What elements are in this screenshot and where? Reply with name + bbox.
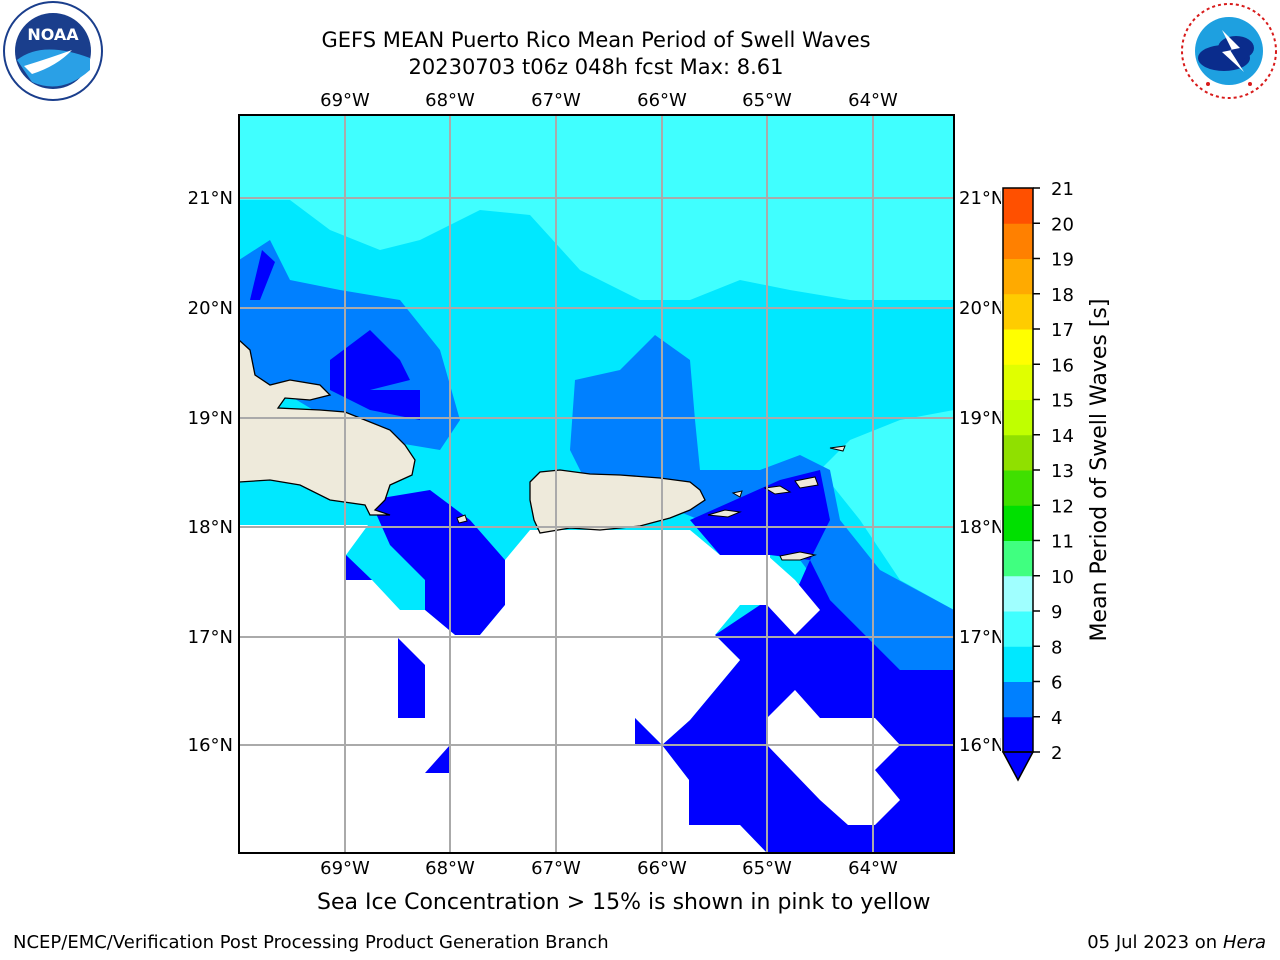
lat-label: 20°N	[959, 298, 1004, 319]
lon-label: 67°W	[531, 90, 581, 111]
colorbar-extend-triangle	[1001, 751, 1035, 782]
lon-label: 65°W	[742, 90, 792, 111]
colorbar-segment	[1003, 470, 1033, 506]
swell-band-under-2s-west	[250, 250, 275, 300]
lat-labels-left: 21°N 20°N 19°N 18°N 17°N 16°N	[188, 188, 233, 756]
colorbar-segment	[1003, 575, 1033, 612]
colorbar-tick-label: 17	[1051, 320, 1074, 341]
lat-label: 17°N	[188, 627, 233, 648]
colorbar-tick-label: 14	[1051, 426, 1074, 447]
lat-label: 16°N	[188, 735, 233, 756]
colorbar-tick-label: 2	[1051, 743, 1062, 764]
colorbar-tick-labels: 21 20 19 18 17 16 15 14 13 12 11 10 9 8 6 4 2	[1033, 179, 1074, 764]
colorbar-tick-label: 20	[1051, 214, 1074, 235]
map-panel	[239, 115, 954, 853]
lon-label: 64°W	[848, 90, 898, 111]
colorbar-segment	[1003, 223, 1033, 259]
noaa-logo: NOAA	[3, 1, 103, 101]
colorbar-segment	[1003, 681, 1033, 718]
lat-label: 19°N	[188, 408, 233, 429]
colorbar-segment	[1003, 716, 1033, 753]
map-frame	[238, 114, 955, 854]
map-title: GEFS MEAN Puerto Rico Mean Period of Swe…	[321, 28, 871, 52]
footer-host: Hera	[1222, 932, 1266, 953]
colorbar-tick-label: 12	[1051, 496, 1074, 517]
missing-data-region	[239, 525, 770, 853]
noaa-logo-text: NOAA	[27, 25, 79, 44]
colorbar-segment	[1003, 329, 1033, 365]
island-virgin-2	[794, 476, 819, 489]
swell-islet-blue-3	[425, 745, 450, 773]
swell-band-under-2s-north	[330, 330, 420, 420]
footer-date-text: 05 Jul 2023 on	[1087, 932, 1223, 953]
colorbar-segment	[1003, 540, 1033, 577]
island-st-croix	[779, 551, 817, 561]
colorbar-segment	[1003, 258, 1033, 295]
swell-islet-blue-1	[346, 555, 372, 580]
colorbar: 21 20 19 18 17 16 15 14 13 12 11 10 9 8 6 4 2 Mean Perio…	[1001, 179, 1112, 782]
nws-logo	[1181, 3, 1277, 99]
colorbar-tick-label: 10	[1051, 567, 1074, 588]
colorbar-tick-label: 21	[1051, 179, 1074, 200]
lon-label: 69°W	[320, 90, 370, 111]
colorbar-segment	[1003, 399, 1033, 436]
sea-ice-note: Sea Ice Concentration > 15% is shown in …	[317, 890, 931, 915]
island-culebra	[731, 490, 743, 498]
colorbar-segment	[1003, 293, 1033, 330]
island-vieques	[707, 509, 742, 518]
colorbar-tick-label: 13	[1051, 461, 1074, 482]
lat-label: 16°N	[959, 735, 1004, 756]
lon-label: 68°W	[425, 90, 475, 111]
missing-data-east-2	[767, 690, 900, 825]
swell-islet-blue-2	[398, 638, 425, 718]
colorbar-tick-label: 19	[1051, 250, 1074, 271]
colorbar-tick-label: 6	[1051, 673, 1062, 694]
lat-label: 21°N	[959, 188, 1004, 209]
colorbar-tick-label: 9	[1051, 602, 1062, 623]
colorbar-label: Mean Period of Swell Waves [s]	[1087, 299, 1112, 642]
lat-label: 18°N	[188, 517, 233, 538]
colorbar-tick-label: 18	[1051, 285, 1074, 306]
colorbar-tick-label: 8	[1051, 637, 1062, 658]
lat-labels-right: 21°N 20°N 19°N 18°N 17°N 16°N	[959, 188, 1004, 756]
lat-label: 18°N	[959, 517, 1004, 538]
island-mona	[456, 514, 468, 524]
lon-label: 68°W	[425, 858, 475, 879]
footer-branch: NCEP/EMC/Verification Post Processing Pr…	[13, 932, 609, 953]
lon-label: 64°W	[848, 858, 898, 879]
colorbar-segment	[1003, 646, 1033, 682]
island-virgin-1	[763, 485, 792, 495]
swell-islet-blue-4	[635, 718, 662, 745]
missing-data-east-1	[767, 555, 820, 635]
lon-labels-top: 69°W 68°W 67°W 66°W 65°W 64°W	[320, 90, 898, 111]
lon-label: 66°W	[637, 90, 687, 111]
lon-label: 67°W	[531, 858, 581, 879]
colorbar-segments	[1003, 188, 1033, 753]
lat-label: 17°N	[959, 627, 1004, 648]
lat-label: 19°N	[959, 408, 1004, 429]
land-hispaniola	[239, 339, 416, 516]
lon-label: 69°W	[320, 858, 370, 879]
colorbar-segment	[1003, 434, 1033, 471]
colorbar-tick-label: 15	[1051, 391, 1074, 412]
colorbar-segment	[1003, 505, 1033, 541]
lat-label: 21°N	[188, 188, 233, 209]
lat-label: 20°N	[188, 298, 233, 319]
map-subtitle: 20230703 t06z 048h fcst Max: 8.61	[408, 55, 784, 79]
colorbar-segment	[1003, 188, 1033, 224]
colorbar-tick-label: 16	[1051, 355, 1074, 376]
footer-date: 05 Jul 2023 on Hera	[1087, 932, 1266, 953]
colorbar-tick-label: 4	[1051, 708, 1062, 729]
colorbar-segment	[1003, 611, 1033, 647]
island-anegada	[829, 445, 846, 452]
lon-labels-bottom: 69°W 68°W 67°W 66°W 65°W 64°W	[320, 858, 898, 879]
map-gridlines	[239, 115, 954, 853]
colorbar-tick-label: 11	[1051, 532, 1074, 553]
lon-label: 65°W	[742, 858, 792, 879]
lon-label: 66°W	[637, 858, 687, 879]
colorbar-segment	[1003, 364, 1033, 400]
